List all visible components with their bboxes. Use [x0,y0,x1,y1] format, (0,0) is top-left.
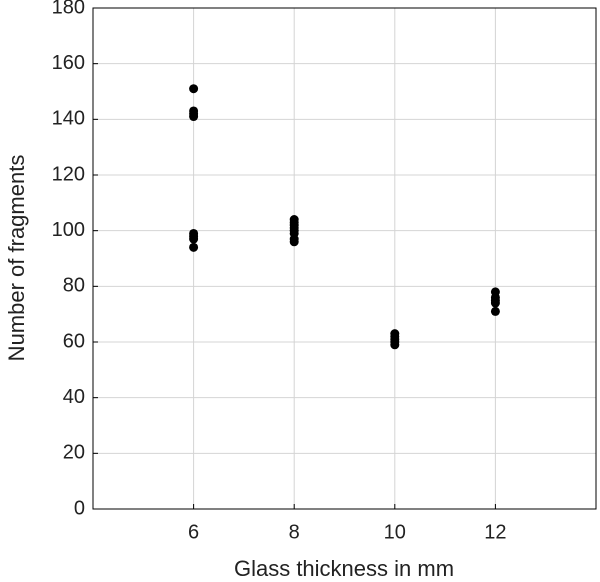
y-axis-label: Number of fragments [4,155,29,362]
x-tick-label: 10 [384,521,406,543]
point [189,112,199,122]
y-tick-label: 160 [52,52,85,74]
point [189,242,199,252]
y-tick-label: 60 [63,330,85,352]
point [289,237,299,247]
x-tick-label: 12 [484,521,506,543]
y-tick-label: 140 [52,108,85,130]
y-tick-label: 40 [63,386,85,408]
point [189,234,199,244]
y-tick-label: 20 [63,442,85,464]
y-tick-label: 100 [52,219,85,241]
point [490,306,500,316]
x-tick-label: 6 [188,521,199,543]
x-tick-label: 8 [289,521,300,543]
point [490,298,500,308]
x-axis-label: Glass thickness in mm [234,556,454,581]
plot-frame [92,7,597,510]
y-tick-label: 0 [74,497,85,519]
y-tick-label: 180 [52,0,85,18]
y-tick-label: 80 [63,275,85,297]
y-tick-label: 120 [52,163,85,185]
point [189,84,199,94]
point [390,340,400,350]
